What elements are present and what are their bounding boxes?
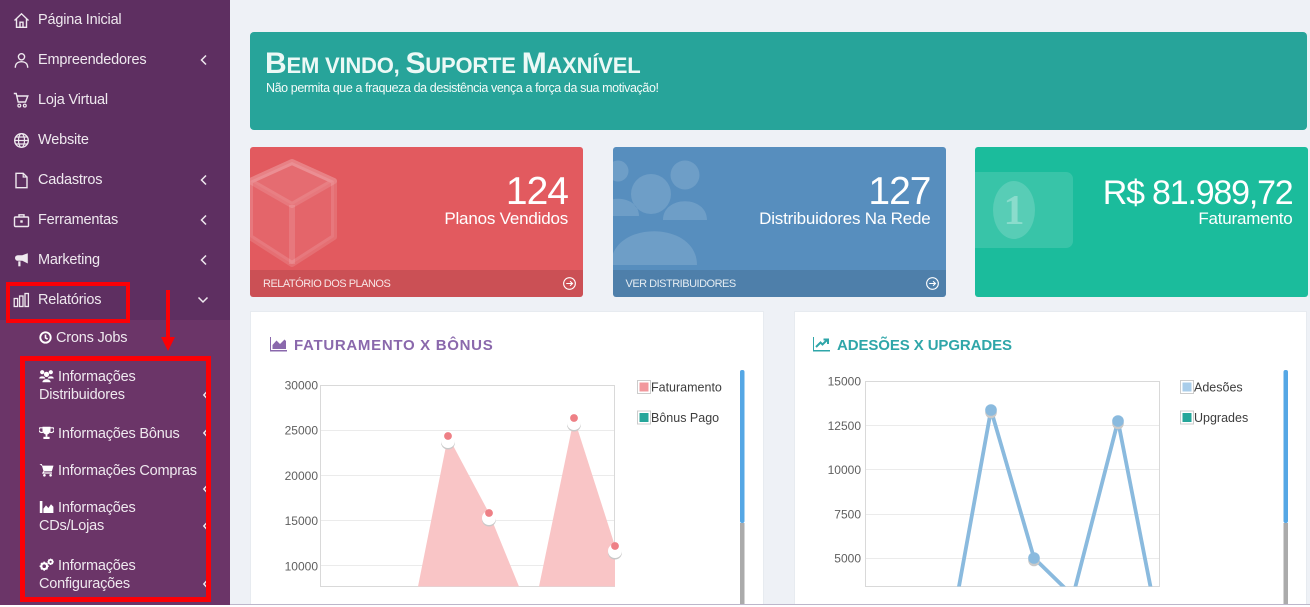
svg-text:Bônus Pago: Bônus Pago: [651, 411, 719, 425]
svg-text:1: 1: [1003, 188, 1024, 234]
svg-text:25000: 25000: [285, 424, 319, 438]
svg-text:20000: 20000: [285, 469, 319, 483]
svg-text:10000: 10000: [285, 559, 319, 573]
svg-text:5000: 5000: [834, 552, 861, 566]
svg-text:15000: 15000: [828, 375, 862, 389]
svg-text:12500: 12500: [828, 419, 862, 433]
svg-text:7500: 7500: [834, 507, 861, 521]
svg-text:Faturamento: Faturamento: [651, 381, 722, 395]
svg-text:10000: 10000: [828, 463, 862, 477]
svg-text:Adesões: Adesões: [1194, 381, 1243, 395]
svg-text:15000: 15000: [285, 514, 319, 528]
svg-text:Upgrades: Upgrades: [1194, 411, 1248, 425]
svg-text:30000: 30000: [285, 379, 319, 393]
